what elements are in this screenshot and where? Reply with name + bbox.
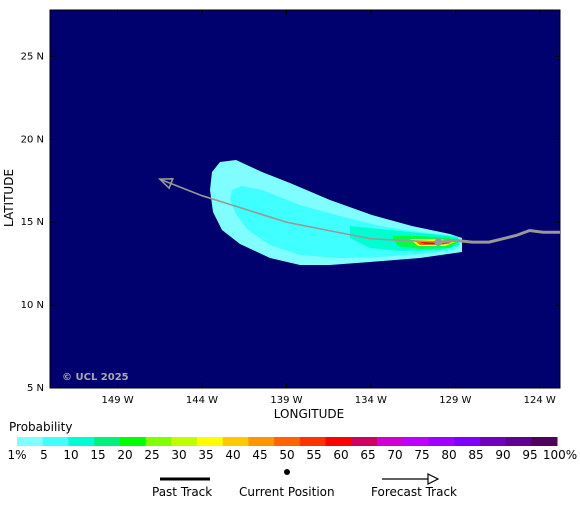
forecast-track-label: Forecast Track [371,485,457,499]
lat-tick-label: 10 N [21,300,44,311]
legend-swatch [479,437,507,446]
legend-swatch [505,437,532,446]
legend-label: 25 [144,448,160,462]
lat-tick-label: 15 N [21,217,44,228]
forecast-arrowhead [157,178,174,190]
longitude-ticks: 149 W 144 W 139 W 134 W 129 W 124 W [101,10,556,406]
legend-label: 40 [225,448,241,462]
past-track-label: Past Track [152,485,213,499]
lon-tick-label: 144 W [186,395,218,406]
longitude-axis-title: LONGITUDE [274,407,344,420]
legend-label: 30 [171,448,187,462]
copyright-text: © UCL 2025 [62,372,129,383]
legend-swatch [377,437,404,446]
strike-probability-map: 25 N 20 N 15 N 10 N 5 N 149 W 144 W 139 W 134 W… [2,9,561,420]
probability-color-bar [17,437,558,446]
lat-tick-label: 20 N [21,134,44,145]
legend-label: 55 [306,448,322,462]
legend-label: 20 [117,448,133,462]
current-position-key-dot [284,469,290,475]
legend-label: 50 [279,448,295,462]
past-track-line [438,228,560,244]
legend-label: 5 [40,448,48,462]
forecast-track-line [159,178,439,243]
legend-label: 75 [414,448,430,462]
legend-title: Probability [9,420,73,434]
forecast-track-key-arrow [427,473,440,485]
legend-swatch [402,437,429,446]
legend-swatch [222,437,249,446]
legend-label: 65 [360,448,376,462]
lon-tick-label: 149 W [101,395,133,406]
legend-label: 100% [542,448,578,462]
legend-swatch [428,437,455,446]
legend-swatch [171,437,198,446]
legend-label: 1% [7,448,27,462]
legend-label: 80 [441,448,457,462]
current-position-marker [434,238,443,247]
lat-tick-label: 25 N [21,51,44,62]
track-key [160,469,440,485]
legend-swatch [325,437,352,446]
legend-swatch [145,437,172,446]
legend-swatch [94,437,121,446]
latitude-ticks: 25 N 20 N 15 N 10 N 5 N [21,51,560,394]
legend-label: 90 [495,448,511,462]
legend-label: 35 [198,448,214,462]
legend-swatch [274,437,301,446]
lon-tick-label: 134 W [355,395,387,406]
legend-swatch [119,437,147,446]
legend-label: 10 [63,448,79,462]
legend-label: 45 [252,448,268,462]
map-frame [49,9,561,389]
lon-tick-label: 124 W [524,395,556,406]
latitude-axis-title: LATITUDE [2,169,16,227]
legend-swatch [248,437,275,446]
legend-swatch [197,437,224,446]
legend-swatch [531,437,558,446]
legend-swatch [299,437,327,446]
legend-swatch [42,437,69,446]
legend-label: 85 [468,448,484,462]
legend-swatch [17,437,44,446]
legend-swatch [454,437,481,446]
legend-swatch [68,437,95,446]
legend-label: 60 [333,448,349,462]
legend-label: 70 [387,448,403,462]
lat-tick-label: 5 N [27,383,44,394]
lon-tick-label: 129 W [439,395,471,406]
legend-swatch [351,437,378,446]
current-position-label: Current Position [239,485,335,499]
lon-tick-label: 139 W [270,395,302,406]
legend-label: 15 [90,448,106,462]
legend-label: 95 [522,448,538,462]
